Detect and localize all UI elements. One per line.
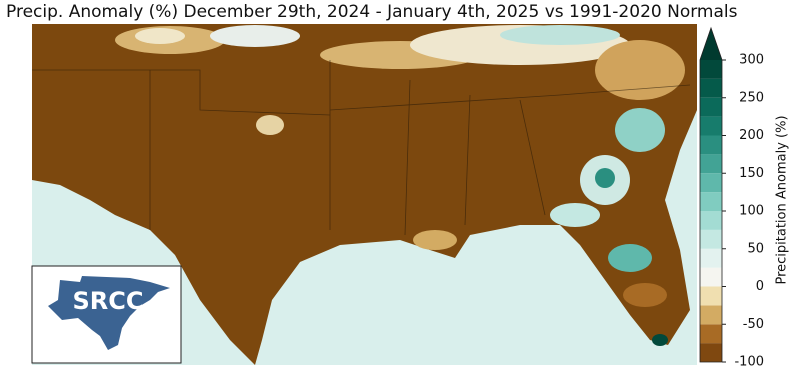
colorbar-segment <box>700 192 722 211</box>
logo-text: SRCC <box>73 287 144 315</box>
colorbar-segment <box>700 154 722 174</box>
colorbar-tick-label: 200 <box>739 128 764 143</box>
land <box>32 24 697 365</box>
colorbar-segment <box>700 248 722 268</box>
colorbar-segment <box>700 267 722 287</box>
colorbar-extend <box>700 28 722 60</box>
colorbar-segment <box>700 324 722 344</box>
anomaly-patches <box>115 25 685 346</box>
colorbar-tick-label: 150 <box>739 166 764 181</box>
colorbar-segment <box>700 343 722 362</box>
colorbar-segment <box>700 229 722 249</box>
wet-patch <box>615 108 665 152</box>
colorbar: -100 -50 0 50 100 150 200 250 300 <box>699 26 764 370</box>
state-lines <box>32 60 691 236</box>
dry-patch <box>623 283 667 307</box>
colorbar-tick-label: 250 <box>739 90 764 105</box>
near-normal-patch <box>135 28 185 44</box>
state-line <box>519 99 546 216</box>
colorbar-segment <box>700 97 722 117</box>
colorbar-tick-label: 100 <box>739 204 764 219</box>
near-normal-patch <box>210 25 300 47</box>
wet-patch <box>652 334 668 346</box>
near-normal-patch <box>256 115 284 135</box>
state-line <box>464 94 471 226</box>
colorbar-tick-label: -50 <box>743 317 764 332</box>
colorbar-outline <box>699 26 723 363</box>
dry-patch <box>595 40 685 100</box>
wet-patch <box>608 244 652 272</box>
wet-patch <box>500 25 620 45</box>
colorbar-tick-label: 0 <box>756 279 764 294</box>
colorbar-segment <box>700 60 722 79</box>
wet-patch <box>595 168 615 188</box>
colorbar-segment <box>700 135 722 155</box>
map <box>32 24 697 365</box>
logo-shape <box>48 276 170 350</box>
logo: SRCC <box>31 265 182 364</box>
colorbar-segment <box>700 305 722 325</box>
map-title: Precip. Anomaly (%) December 29th, 2024 … <box>6 2 738 22</box>
colorbar-tick-label: -100 <box>734 355 764 370</box>
colorbar-segment <box>700 116 722 136</box>
colorbar-segment <box>700 78 722 98</box>
colorbar-segment <box>700 173 722 193</box>
colorbar-tick-label: 300 <box>739 53 764 68</box>
colorbar-tick-label: 50 <box>747 241 764 256</box>
dry-patch <box>413 230 457 250</box>
state-line <box>404 79 411 236</box>
wet-patch <box>550 203 600 227</box>
colorbar-segment <box>700 286 722 306</box>
colorbar-label: Precipitation Anomaly (%) <box>775 115 790 284</box>
colorbar-segment <box>700 211 722 230</box>
state-line <box>329 84 691 111</box>
state-line <box>32 69 331 116</box>
